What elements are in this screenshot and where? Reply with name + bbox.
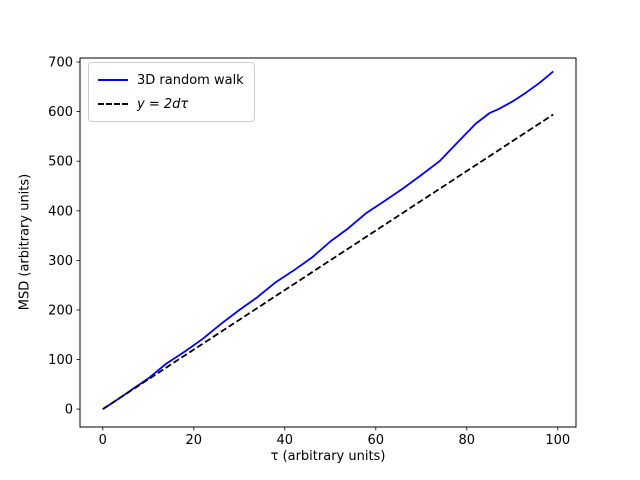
legend-item: 3D random walk xyxy=(98,68,244,92)
legend-label: 3D random walk xyxy=(137,72,244,88)
x-axis-label: τ (arbitrary units) xyxy=(270,449,386,464)
legend-label: y = 2dτ xyxy=(137,96,189,112)
legend-item: y = 2dτ xyxy=(98,92,244,116)
x-tick-label: 60 xyxy=(368,433,385,448)
y-tick-label: 300 xyxy=(48,254,73,269)
x-tick-label: 0 xyxy=(99,433,107,448)
legend: 3D random walk y = 2dτ xyxy=(88,62,255,122)
y-tick-label: 100 xyxy=(48,353,73,368)
reference-line-series xyxy=(102,113,554,410)
x-tick-label: 20 xyxy=(186,433,203,448)
y-tick-label: 500 xyxy=(48,155,73,170)
legend-dashed-line-sample xyxy=(98,103,128,105)
x-tick-label: 80 xyxy=(459,433,476,448)
random-walk-series xyxy=(102,70,554,410)
y-tick-label: 600 xyxy=(48,105,73,120)
legend-solid-line-sample xyxy=(98,79,128,81)
y-axis-label: MSD (arbitrary units) xyxy=(17,173,33,311)
y-tick-label: 700 xyxy=(48,56,73,71)
y-tick-label: 200 xyxy=(48,304,73,319)
x-tick-label: 100 xyxy=(545,433,570,448)
x-tick-label: 40 xyxy=(277,433,294,448)
y-tick-label: 0 xyxy=(65,403,73,418)
y-tick-label: 400 xyxy=(48,204,73,219)
plot-border xyxy=(79,57,577,428)
